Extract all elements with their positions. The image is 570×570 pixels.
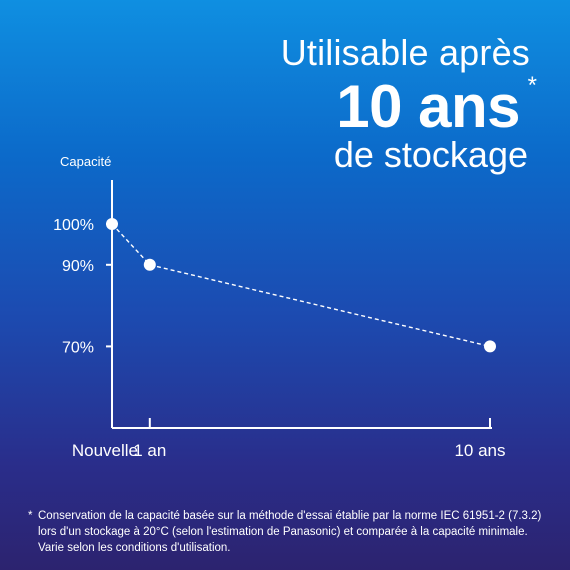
headline-line-1: Utilisable après <box>280 32 530 73</box>
x-tick-label: Nouvelle <box>72 441 138 460</box>
data-point <box>143 258 156 271</box>
footnote: * Conservation de la capacité basée sur … <box>28 508 548 556</box>
y-ticks: 100% 90% 70% <box>53 217 112 356</box>
x-tick-label: 1 an <box>133 441 166 460</box>
y-tick-label: 100% <box>53 217 94 234</box>
data-point <box>106 218 118 230</box>
footnote-text: Conservation de la capacité basée sur la… <box>38 510 542 554</box>
y-axis-label: Capacité <box>60 154 111 169</box>
headline-asterisk: * <box>527 72 537 99</box>
footnote-marker: * <box>28 510 33 522</box>
headline-line-2: 10 ans <box>336 73 520 140</box>
headline-line-3: de stockage <box>333 134 528 175</box>
data-points <box>106 218 496 353</box>
y-tick-label: 90% <box>62 258 94 275</box>
x-tick-label: 10 ans <box>454 441 505 460</box>
y-tick-label: 70% <box>62 339 94 356</box>
data-point <box>484 340 496 353</box>
capacity-line <box>111 223 491 348</box>
